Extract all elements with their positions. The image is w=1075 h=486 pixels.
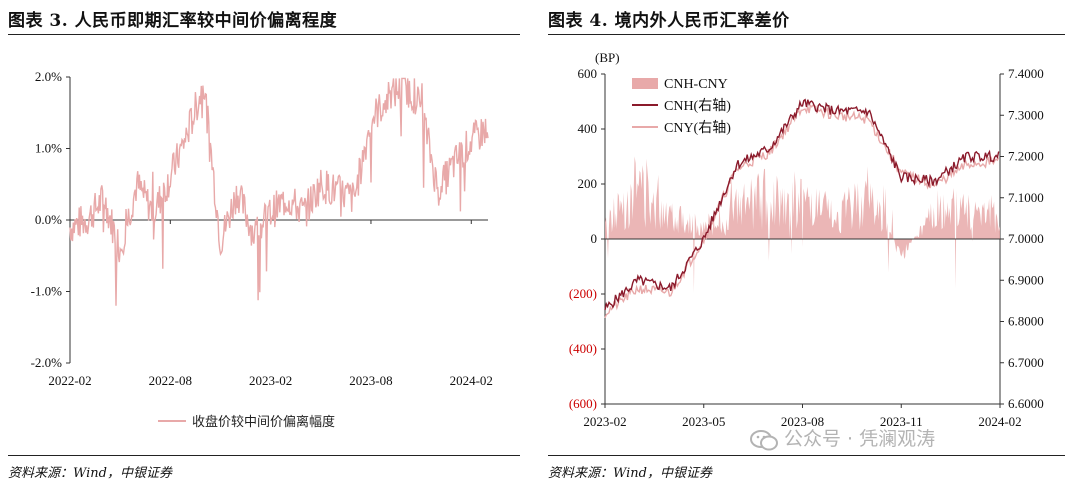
legend-label-0: CNH-CNY: [664, 77, 728, 92]
y-tick-label-left: 200: [578, 176, 598, 191]
y-tick-label: 1.0%: [35, 141, 62, 156]
chart-panel-right: 图表 4. 境内外人民币汇率差价 (BP) 600 400 200 0 (200) (400…: [540, 0, 1075, 486]
series-line-deviation: [69, 77, 489, 306]
y-tick-label: -2.0%: [31, 355, 63, 370]
y-tick-label-left: (400): [569, 341, 597, 356]
y-tick-label: 2.0%: [35, 69, 62, 84]
legend-label-2: CNY(右轴): [664, 120, 731, 136]
watermark: 公众号 · 凭澜观涛: [750, 424, 935, 451]
y-tick-label-left: (600): [569, 396, 597, 411]
wechat-icon: [750, 429, 778, 450]
x-tick-label: 2024-02: [450, 373, 493, 388]
chart-title-left: 图表 3. 人民币即期汇率较中间价偏离程度: [8, 11, 338, 31]
y-tick-label-left: (200): [569, 286, 597, 301]
y-tick-label-right: 6.7000: [1008, 355, 1044, 370]
source-rule-left: [8, 455, 520, 456]
title-rule-right: [548, 34, 1065, 35]
chart-right-svg: (BP)600 400 200 0 (200) (400) (600) 7.4000 7.300…: [569, 50, 1044, 429]
legend-label-deviation: 收盘价较中间价偏离幅度: [192, 414, 335, 430]
chart-left-svg: 2.0% 1.0% 0.0% -1.0% -2.0% 2022-02 2022-08 2023…: [31, 69, 493, 430]
y-tick-label-right: 6.6000: [1008, 396, 1044, 411]
y-tick-label-left: 400: [578, 121, 598, 136]
legend-swatch-cnh-cny: [632, 78, 658, 89]
x-tick-label: 2023-05: [682, 414, 725, 429]
y-tick-label-right: 6.8000: [1008, 314, 1044, 329]
watermark-text: 公众号 · 凭澜观涛: [784, 428, 936, 450]
y-tick-label-right: 7.1000: [1008, 190, 1044, 205]
chart-panel-left: 图表 3. 人民币即期汇率较中间价偏离程度 2.0% 1.0% 0.0% -1.0% -…: [0, 0, 530, 486]
x-tick-label: 2023-02: [249, 373, 292, 388]
x-tick-label: 2022-02: [48, 373, 91, 388]
x-tick-label: 2023-02: [583, 414, 626, 429]
title-rule-left: [8, 34, 520, 35]
source-note-right: 资料来源：Wind，中银证券: [548, 466, 712, 481]
y-tick-label-right: 7.0000: [1008, 231, 1044, 246]
x-tick-label: 2024-02: [978, 414, 1021, 429]
y-tick-label-right: 6.9000: [1008, 272, 1044, 287]
x-tick-label: 2023-11: [880, 414, 923, 429]
y-tick-label-right: 7.4000: [1008, 66, 1044, 81]
y-tick-label-right: 7.3000: [1008, 107, 1044, 122]
y-tick-label: 0.0%: [35, 212, 62, 227]
series-line-cnh: [604, 98, 1000, 311]
x-tick-label: 2023-08: [781, 414, 824, 429]
x-tick-label: 2022-08: [149, 373, 192, 388]
legend-label-1: CNH(右轴): [664, 98, 731, 114]
chart-title-right: 图表 4. 境内外人民币汇率差价: [548, 11, 790, 31]
y-tick-label-right: 7.2000: [1008, 149, 1044, 164]
x-tick-label: 2023-08: [349, 373, 392, 388]
source-rule-right: [548, 455, 1065, 456]
source-note-left: 资料来源：Wind，中银证券: [8, 466, 172, 481]
y-axis-unit: (BP): [595, 50, 620, 65]
y-tick-label-left: 0: [591, 231, 598, 246]
y-tick-label: -1.0%: [31, 284, 63, 299]
y-tick-label-left: 600: [578, 66, 598, 81]
